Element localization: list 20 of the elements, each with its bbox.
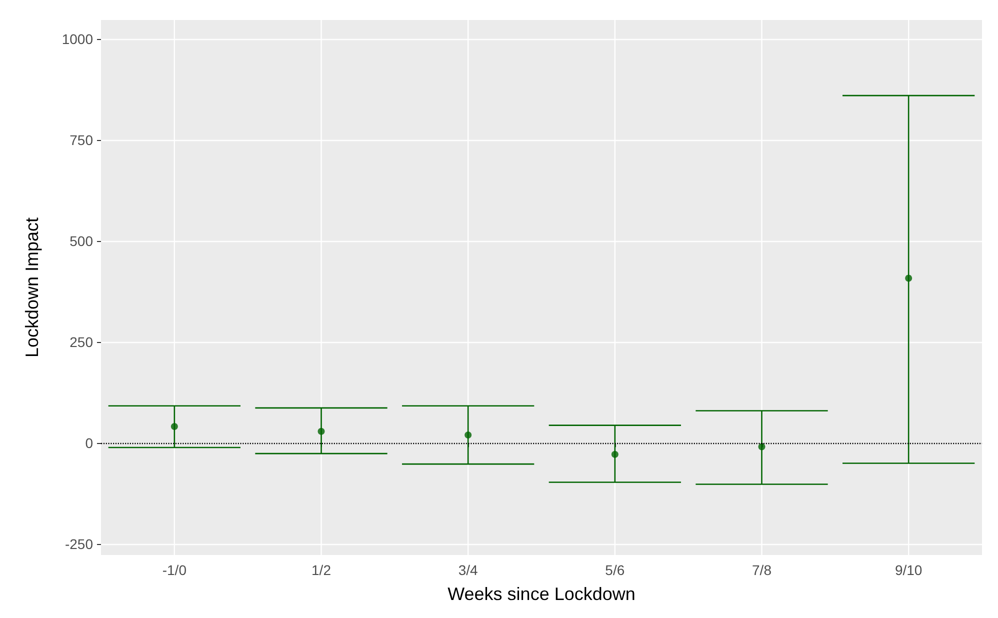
- point: [318, 428, 325, 435]
- point: [170, 423, 178, 430]
- x-tick-label: 9/10: [894, 562, 922, 578]
- y-axis-title: Lockdown Impact: [22, 217, 42, 358]
- y-tick-label: 750: [70, 132, 94, 148]
- y-tick-label: 0: [85, 435, 94, 452]
- x-tick-label: 3/4: [458, 562, 478, 578]
- point: [905, 274, 912, 282]
- y-tick-label: -250: [64, 536, 94, 552]
- x-tick-label: -1/0: [162, 562, 187, 578]
- x-axis-title: Weeks since Lockdown: [448, 584, 636, 604]
- y-tick-label: 250: [70, 334, 94, 350]
- point: [758, 443, 766, 450]
- y-tick-label: 500: [70, 233, 94, 250]
- point: [611, 450, 618, 458]
- y-tick-label: 1000: [62, 30, 94, 47]
- point: [464, 431, 472, 438]
- x-tick-label: 1/2: [312, 562, 332, 578]
- x-tick-label: 7/8: [752, 562, 772, 578]
- x-tick-label: 5/6: [605, 562, 625, 578]
